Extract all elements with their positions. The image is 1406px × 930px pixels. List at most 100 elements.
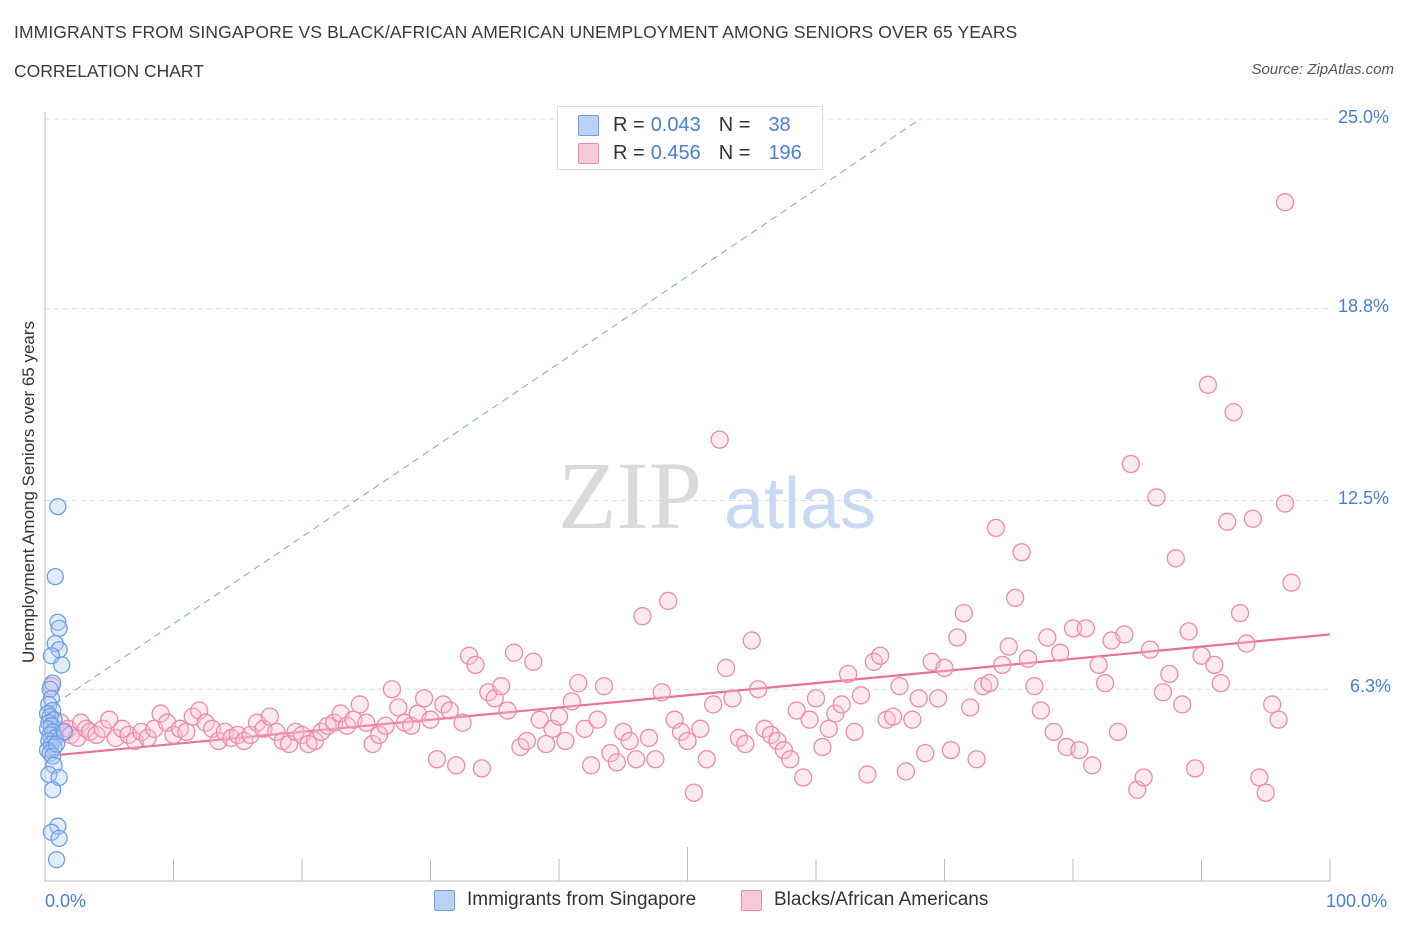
point-black-141: [928, 689, 948, 708]
series-legend-singapore: Immigrants from Singapore: [434, 889, 696, 911]
point-black-182: [1192, 646, 1211, 665]
point-singapore-2: [49, 613, 67, 631]
point-black-121: [800, 710, 819, 729]
point-black-162: [1063, 619, 1083, 638]
point-black-159: [1044, 722, 1063, 741]
legend-n-value: 196: [768, 141, 802, 164]
legend-swatch-black: [578, 142, 599, 164]
point-black-132: [871, 646, 890, 665]
point-black-142: [935, 658, 954, 678]
point-black-129: [851, 686, 871, 705]
point-black-135: [890, 677, 909, 696]
point-black-53: [363, 734, 382, 754]
point-black-57: [389, 698, 408, 717]
point-black-190: [1243, 509, 1263, 528]
point-black-62: [421, 710, 440, 729]
point-black-61: [414, 689, 434, 708]
chart-title: IMMIGRANTS FROM SINGAPORE VS BLACK/AFRIC…: [14, 22, 1018, 42]
point-black-63: [427, 750, 447, 769]
point-black-122: [806, 689, 826, 708]
watermark-zip: ZIP: [558, 442, 702, 549]
point-black-165: [1083, 756, 1102, 775]
point-black-150: [986, 518, 1006, 538]
legend-r-value: 0.043: [650, 113, 701, 136]
legend-row-singapore: R = 0.043 N = 38: [578, 111, 791, 139]
point-black-66: [447, 756, 466, 775]
point-black-44: [305, 731, 325, 751]
point-black-92: [614, 722, 633, 741]
point-black-119: [787, 701, 806, 720]
point-black-20: [151, 704, 170, 723]
y-tick-label: 18.8%: [1338, 295, 1390, 316]
point-black-155: [1018, 649, 1038, 668]
x-tick-label-min: 0.0%: [45, 891, 87, 911]
y-axis-label: Unemployment Among Seniors over 65 years: [19, 320, 38, 664]
data-points: [38, 193, 1301, 869]
point-black-193: [1263, 695, 1282, 714]
point-black-175: [1147, 488, 1166, 507]
point-black-189: [1237, 634, 1256, 653]
point-black-89: [594, 677, 614, 696]
y-tick-label: 25.0%: [1338, 107, 1390, 127]
series-swatch-singapore: [434, 889, 455, 911]
point-black-176: [1153, 683, 1173, 702]
point-singapore-32: [44, 781, 62, 799]
point-black-147: [967, 750, 986, 769]
point-black-180: [1179, 622, 1198, 641]
point-black-83: [556, 731, 575, 751]
point-black-77: [517, 731, 537, 751]
point-black-74: [498, 701, 517, 720]
point-black-163: [1070, 740, 1089, 760]
point-black-75: [504, 643, 524, 662]
point-black-173: [1134, 768, 1153, 787]
point-black-145: [954, 603, 973, 623]
point-singapore-7: [53, 656, 71, 674]
point-black-97: [646, 750, 665, 769]
point-singapore-37: [55, 723, 73, 741]
point-black-183: [1198, 375, 1218, 394]
point-black-87: [581, 756, 601, 775]
point-black-123: [813, 737, 832, 757]
point-black-68: [459, 646, 479, 665]
point-black-195: [1275, 494, 1295, 513]
series-legend-black: Blacks/African Americans: [741, 889, 988, 911]
point-black-93: [620, 731, 639, 751]
point-black-78: [524, 652, 543, 671]
point-black-73: [492, 677, 511, 696]
point-black-179: [1173, 695, 1192, 714]
point-black-138: [909, 689, 928, 708]
point-black-197: [1275, 193, 1295, 212]
point-black-151: [993, 655, 1012, 675]
point-black-158: [1038, 628, 1057, 647]
point-black-96: [639, 728, 659, 748]
point-black-171: [1121, 454, 1140, 474]
point-black-185: [1211, 673, 1230, 693]
point-singapore-1: [46, 567, 64, 586]
legend-r-label: R =: [613, 113, 645, 136]
point-black-120: [794, 768, 813, 787]
point-black-188: [1230, 603, 1250, 623]
point-black-82: [549, 707, 569, 726]
point-black-167: [1095, 673, 1115, 693]
point-black-177: [1160, 664, 1179, 684]
correlation-legend: R = 0.043 N = 38 R = 0.456 N = 196: [557, 106, 823, 170]
point-black-52: [357, 713, 376, 732]
trend-line-singapore: [44, 119, 920, 711]
chart-subtitle: CORRELATION CHART: [14, 61, 204, 81]
point-black-111: [736, 734, 755, 754]
point-black-116: [768, 731, 787, 751]
point-black-157: [1031, 701, 1051, 720]
point-black-103: [684, 783, 704, 802]
point-black-85: [569, 673, 588, 693]
point-black-130: [858, 765, 877, 784]
point-black-126: [832, 695, 851, 714]
point-black-146: [961, 698, 980, 717]
point-black-79: [530, 710, 549, 729]
point-singapore-3: [50, 619, 68, 637]
point-black-113: [749, 680, 768, 699]
grid-lines: [45, 118, 1330, 690]
point-black-124: [819, 719, 838, 738]
point-black-98: [652, 683, 671, 702]
point-black-170: [1115, 625, 1134, 644]
legend-n-label: N =: [718, 113, 751, 136]
